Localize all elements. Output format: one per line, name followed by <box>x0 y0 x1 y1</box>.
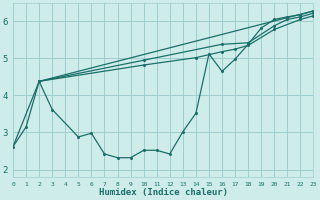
X-axis label: Humidex (Indice chaleur): Humidex (Indice chaleur) <box>99 188 228 197</box>
